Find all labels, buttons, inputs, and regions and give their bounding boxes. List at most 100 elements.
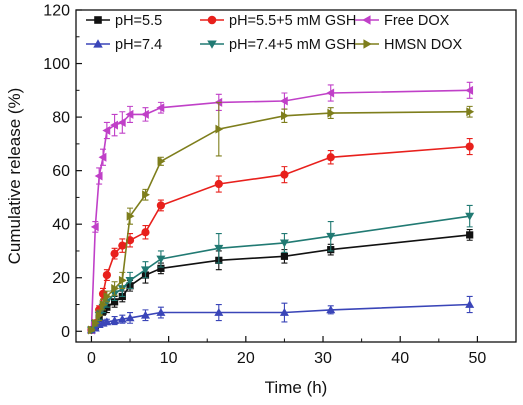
legend-label: pH=5.5+5 mM GSH xyxy=(229,13,356,29)
data-point xyxy=(465,85,474,95)
legend-marker xyxy=(363,39,372,49)
data-point xyxy=(326,153,335,162)
y-tick-label: 0 xyxy=(61,324,70,341)
data-point xyxy=(279,308,289,316)
legend-label: HMSN DOX xyxy=(384,37,462,53)
plot-frame xyxy=(75,9,517,343)
y-tick-label: 40 xyxy=(52,217,70,234)
data-point xyxy=(214,308,224,316)
legend: pH=5.5 pH=5.5+5 mM GSH Free DOX pH=7.4 pH=7.… xyxy=(86,13,462,53)
data-point xyxy=(141,228,150,237)
x-tick-label: 0 xyxy=(87,350,96,367)
x-tick-label: 20 xyxy=(237,350,255,367)
data-point xyxy=(102,125,111,135)
data-point xyxy=(118,275,127,285)
data-point xyxy=(465,142,474,151)
data-point xyxy=(280,170,289,179)
y-tick-label: 60 xyxy=(52,163,70,180)
legend-marker xyxy=(362,15,371,25)
legend-label: pH=7.4 xyxy=(115,37,162,53)
data-point xyxy=(117,117,126,127)
data-point xyxy=(95,310,104,320)
data-point xyxy=(326,88,335,98)
legend-marker xyxy=(94,16,102,24)
legend-label: pH=5.5 xyxy=(115,13,162,29)
data-point xyxy=(157,264,165,272)
data-point xyxy=(156,201,166,210)
x-tick-label: 10 xyxy=(160,350,178,367)
legend-label: pH=7.4+5 mM GSH xyxy=(229,37,356,53)
data-point xyxy=(279,239,289,248)
data-point xyxy=(117,285,127,293)
data-point xyxy=(102,270,111,280)
y-tick-label: 20 xyxy=(52,270,70,287)
legend-marker xyxy=(207,40,217,49)
y-tick-label: 80 xyxy=(52,110,70,127)
data-point xyxy=(142,190,150,200)
data-point xyxy=(140,109,149,119)
data-point xyxy=(214,244,224,253)
y-axis-ticks: 0 20 40 60 80 100 120 xyxy=(43,3,82,341)
legend-item: pH=7.4+5 mM GSH xyxy=(200,37,356,53)
legend-item: pH=5.5 xyxy=(86,13,162,29)
series-2 xyxy=(86,81,474,335)
y-axis-label: Cumulative release (%) xyxy=(5,88,24,265)
y-tick-label: 100 xyxy=(43,56,70,73)
data-point xyxy=(326,232,336,241)
data-point xyxy=(118,241,127,250)
data-point xyxy=(157,156,166,166)
data-point xyxy=(117,314,127,323)
data-point xyxy=(102,317,112,326)
legend-item: pH=5.5+5 mM GSH xyxy=(200,13,356,29)
data-point xyxy=(94,171,103,181)
series-5 xyxy=(88,101,475,335)
data-point xyxy=(215,124,224,134)
data-point xyxy=(90,222,99,232)
data-point xyxy=(140,266,150,275)
data-point xyxy=(88,325,96,335)
data-point xyxy=(156,308,166,316)
x-tick-label: 50 xyxy=(469,350,487,367)
data-point xyxy=(465,300,475,308)
legend-item: pH=7.4 xyxy=(86,37,162,53)
data-point xyxy=(103,291,112,301)
data-point xyxy=(110,298,119,306)
data-point xyxy=(91,318,100,328)
series-layer xyxy=(86,81,475,335)
data-point xyxy=(111,283,120,293)
data-point xyxy=(99,300,108,310)
data-point xyxy=(280,252,289,260)
legend-item: HMSN DOX xyxy=(355,37,462,53)
series-1 xyxy=(87,137,474,335)
legend-marker xyxy=(93,39,103,48)
x-axis-ticks: 0 10 20 30 40 50 xyxy=(87,336,486,367)
data-point xyxy=(126,211,135,221)
data-point xyxy=(125,313,135,322)
data-point xyxy=(326,305,336,314)
data-point xyxy=(110,316,120,324)
data-point xyxy=(125,277,135,285)
series-3 xyxy=(86,295,475,334)
data-point xyxy=(466,107,475,117)
series-line xyxy=(90,89,470,331)
data-point xyxy=(125,109,134,119)
data-point xyxy=(110,120,118,130)
data-point xyxy=(156,103,165,113)
data-point xyxy=(281,111,289,121)
data-point xyxy=(279,96,288,106)
data-point xyxy=(110,249,119,258)
data-point xyxy=(140,310,150,319)
x-tick-label: 40 xyxy=(391,350,409,367)
data-point xyxy=(327,108,336,118)
series-line xyxy=(90,110,470,331)
x-tick-label: 30 xyxy=(314,350,332,367)
legend-marker xyxy=(207,15,217,25)
data-point xyxy=(465,212,475,221)
data-point xyxy=(214,179,223,189)
y-tick-label: 120 xyxy=(43,3,70,20)
data-point xyxy=(466,231,474,239)
x-axis-label: Time (h) xyxy=(265,378,328,397)
legend-label: Free DOX xyxy=(384,13,450,29)
data-point xyxy=(156,255,166,264)
